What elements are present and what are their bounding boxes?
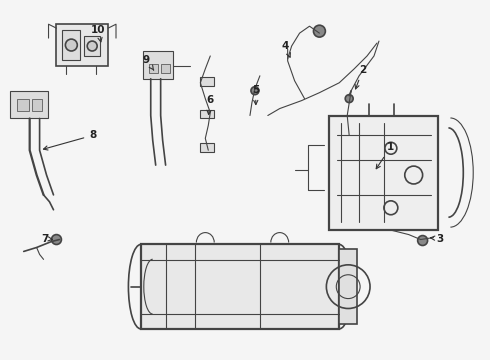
Circle shape bbox=[87, 41, 97, 51]
Bar bbox=[84, 36, 100, 56]
Text: 2: 2 bbox=[355, 65, 367, 89]
Text: 1: 1 bbox=[376, 142, 394, 169]
Text: 10: 10 bbox=[91, 25, 106, 42]
Text: 4: 4 bbox=[282, 41, 291, 57]
Bar bbox=[143, 51, 172, 79]
Bar bbox=[149, 64, 158, 73]
Circle shape bbox=[251, 87, 259, 95]
Bar bbox=[329, 116, 439, 230]
Text: 6: 6 bbox=[206, 95, 214, 114]
Text: 3: 3 bbox=[430, 234, 444, 243]
Bar bbox=[141, 244, 339, 329]
Circle shape bbox=[51, 235, 61, 244]
Bar bbox=[62, 30, 80, 60]
Bar bbox=[200, 143, 214, 152]
Circle shape bbox=[345, 95, 353, 103]
Bar bbox=[17, 99, 29, 111]
Circle shape bbox=[314, 25, 325, 37]
Circle shape bbox=[417, 235, 428, 246]
Bar bbox=[32, 99, 42, 111]
Bar bbox=[200, 77, 214, 86]
Text: 7: 7 bbox=[42, 234, 52, 243]
Bar bbox=[56, 24, 108, 66]
Text: 9: 9 bbox=[143, 55, 154, 70]
Text: 5: 5 bbox=[252, 85, 259, 104]
Bar bbox=[10, 91, 48, 118]
Bar bbox=[161, 64, 170, 73]
Circle shape bbox=[65, 39, 77, 51]
Text: 8: 8 bbox=[44, 130, 97, 150]
Bar bbox=[200, 109, 214, 118]
Bar bbox=[339, 249, 357, 324]
